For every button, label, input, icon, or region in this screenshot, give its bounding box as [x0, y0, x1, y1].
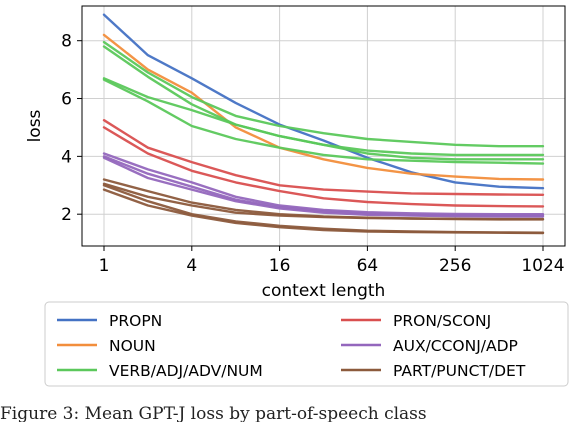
series-line-pron-sconj — [102, 126, 545, 208]
series-line-aux-cconj-adp — [102, 156, 545, 218]
grid-lines — [82, 6, 565, 246]
y-axis-ticks: 2 4 6 8 — [61, 32, 82, 225]
series-line-pron-sconj — [102, 118, 545, 197]
series-line-verb-adj-adv-num — [102, 77, 545, 161]
legend-label-propn: PROPN — [109, 312, 162, 330]
x-tick-label: 1024 — [521, 256, 564, 276]
series-line-part-punct-det — [102, 182, 545, 221]
y-tick-label: 2 — [61, 205, 72, 225]
legend: PROPN NOUN VERB/ADJ/ADV/NUM PRON/SCONJ AUX/C… — [44, 301, 569, 387]
legend-box — [44, 301, 569, 387]
x-tick-label: 4 — [186, 256, 197, 276]
y-tick-label: 4 — [61, 147, 72, 167]
x-tick-label: 16 — [269, 256, 291, 276]
series-line-noun — [102, 33, 545, 181]
series-line-verb-adj-adv-num — [102, 40, 545, 148]
legend-label-aux-cconj-adp: AUX/CCONJ/ADP — [393, 337, 518, 355]
legend-label-part-punct-det: PART/PUNCT/DET — [393, 362, 526, 380]
x-axis-ticks: 1 4 16 64 256 1024 — [99, 246, 565, 276]
series-line-verb-adj-adv-num — [102, 45, 545, 157]
figure-caption: Figure 3: Mean GPT-J loss by part-of-spe… — [0, 404, 427, 422]
legend-label-noun: NOUN — [109, 337, 156, 355]
y-tick-label: 8 — [61, 32, 72, 52]
y-axis-label: loss — [25, 109, 45, 142]
x-axis-label: context length — [262, 281, 386, 301]
legend-label-verb-adj-adv-num: VERB/ADJ/ADV/NUM — [109, 362, 263, 380]
x-tick-label: 64 — [357, 256, 379, 276]
plot-frame — [81, 5, 566, 247]
y-tick-label: 6 — [61, 90, 72, 110]
x-tick-label: 1 — [99, 256, 110, 276]
x-tick-label: 256 — [439, 256, 471, 276]
legend-label-pron-sconj: PRON/SCONJ — [393, 312, 491, 330]
series-line-part-punct-det — [102, 184, 545, 234]
series-line-aux-cconj-adp — [102, 152, 545, 216]
series-line-propn — [102, 13, 545, 190]
series-lines — [102, 13, 545, 235]
series-line-verb-adj-adv-num — [102, 78, 545, 165]
line-chart: 1 4 16 64 256 1024 2 4 6 8 context length loss P… — [25, 5, 569, 387]
